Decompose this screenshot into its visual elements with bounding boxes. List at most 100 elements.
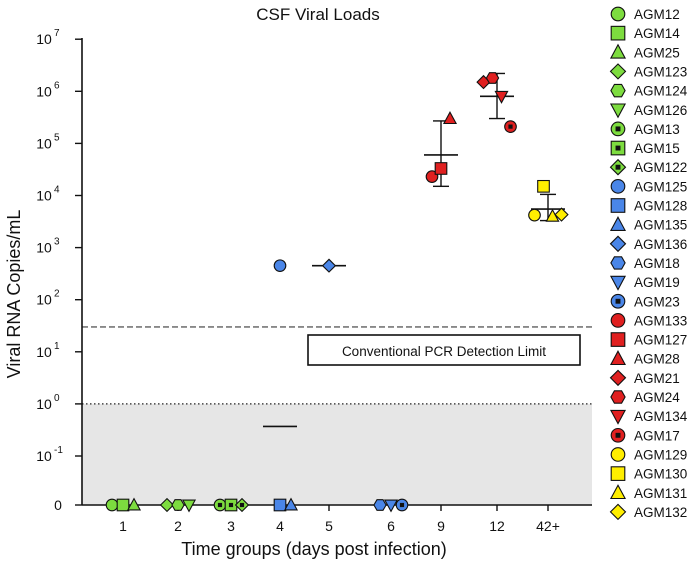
data-point-agm128 (273, 498, 287, 512)
legend-item-agm128: AGM128 (610, 198, 687, 214)
legend-marker (610, 179, 626, 194)
y-tick-exponent: 2 (54, 289, 60, 300)
legend-label: AGM127 (634, 333, 687, 348)
data-point-agm23 (395, 498, 409, 512)
legend-label: AGM125 (634, 179, 687, 194)
legend-item-agm28: AGM28 (609, 350, 680, 367)
y-tick-exponent: 6 (54, 80, 60, 91)
legend-item-agm14: AGM14 (610, 25, 680, 41)
legend-item-agm127: AGM127 (610, 332, 687, 348)
inner-dot (217, 502, 223, 508)
legend-marker (610, 313, 626, 328)
data-point-agm135 (283, 497, 299, 511)
legend-marker (610, 447, 626, 462)
x-axis-label: Time groups (days post infection) (181, 539, 446, 559)
legend-marker (610, 256, 626, 270)
marker-triangle-down (181, 499, 197, 513)
legend-label: AGM24 (634, 390, 680, 405)
legend-label: AGM25 (634, 45, 680, 60)
legend-item-agm134: AGM134 (609, 409, 688, 425)
legend-item-agm12: AGM12 (610, 6, 680, 22)
y-tick-label: 10 (36, 344, 52, 360)
legend-item-agm25: AGM25 (609, 43, 680, 60)
legend-marker (609, 216, 627, 231)
data-point-agm123 (159, 497, 175, 513)
marker-diamond (554, 207, 569, 222)
data-point-agm17 (504, 120, 517, 133)
legend-label: AGM124 (634, 84, 688, 99)
y-tick-label: 10 (36, 31, 52, 47)
legend-item-agm129: AGM129 (610, 447, 687, 462)
legend-item-agm135: AGM135 (609, 216, 687, 233)
marker-square (434, 162, 448, 175)
data-point-agm132 (554, 207, 569, 222)
legend-label: AGM128 (634, 199, 687, 214)
legend-marker (609, 103, 627, 119)
legend-item-agm136: AGM136 (609, 235, 687, 253)
legend-item-agm133: AGM133 (610, 313, 687, 328)
data-point-agm124 (171, 499, 185, 511)
legend-item-agm15: AGM15 (610, 140, 680, 156)
legend-item-agm131: AGM131 (609, 484, 687, 501)
legend-label: AGM28 (634, 352, 680, 367)
legend-item-agm21: AGM21 (609, 369, 680, 387)
legend-item-agm124: AGM124 (610, 84, 688, 99)
y-tick-exponent: 1 (54, 341, 60, 352)
inner-dot (508, 124, 513, 129)
data-point-agm24 (485, 72, 500, 84)
legend-item-agm13: AGM13 (610, 121, 680, 137)
marker-diamond (159, 497, 175, 513)
legend-item-agm126: AGM126 (609, 103, 687, 119)
y-tick-label: 10 (36, 396, 52, 412)
data-point-agm12 (105, 498, 119, 512)
legend-label: AGM18 (634, 256, 680, 271)
marker-triangle-up (126, 497, 142, 511)
legend-label: AGM135 (634, 218, 687, 233)
legend-label: AGM129 (634, 447, 687, 462)
legend-label: AGM126 (634, 103, 687, 118)
group-summary-9 (424, 120, 458, 188)
y-tick-label: 10 (36, 188, 52, 204)
data-point-agm25 (126, 497, 142, 511)
marker-hexagon (171, 499, 185, 511)
y-tick-label: 10 (36, 448, 52, 464)
legend-marker (610, 466, 626, 481)
legend-label: AGM123 (634, 64, 687, 79)
data-point-agm129 (528, 208, 541, 222)
marker-hexagon (373, 499, 387, 511)
x-tick-label: 6 (387, 518, 395, 534)
x-tick-label: 1 (119, 518, 127, 534)
y-tick-label: 10 (36, 292, 52, 308)
legend-label: AGM133 (634, 313, 687, 328)
y-tick-label: 0 (54, 497, 62, 513)
inner-dot (239, 502, 245, 508)
inner-dot (615, 145, 621, 151)
y-tick-exponent: 3 (54, 237, 60, 248)
legend-label: AGM17 (634, 428, 680, 443)
marker-triangle-up (442, 111, 458, 125)
legend-label: AGM122 (634, 160, 687, 175)
y-tick-exponent: 5 (54, 132, 60, 143)
legend-item-agm19: AGM19 (609, 275, 680, 291)
legend-label: AGM12 (634, 7, 680, 22)
chart-title: CSF Viral Loads (256, 5, 379, 24)
legend-marker (609, 350, 627, 366)
legend-item-agm123: AGM123 (609, 63, 687, 80)
legend-label: AGM23 (634, 294, 680, 309)
y-tick-exponent: 7 (54, 28, 60, 39)
legend-item-agm24: AGM24 (610, 390, 680, 405)
y-axis-label: Viral RNA Copies/mL (4, 210, 24, 379)
inner-dot (615, 298, 621, 304)
marker-square (537, 179, 550, 193)
y-tick-label: 10 (36, 135, 52, 151)
legend-marker (609, 409, 627, 425)
inner-dot (228, 502, 234, 508)
group-summary-12 (480, 72, 514, 120)
legend-marker (609, 369, 627, 387)
legend: AGM12 AGM14 AGM25 AGM123 AGM124 AGM126 AGM13 AG… (609, 6, 688, 521)
legend-marker (610, 332, 626, 347)
legend-marker (610, 25, 626, 41)
data-point-agm127 (434, 162, 448, 175)
legend-label: AGM132 (634, 505, 687, 520)
legend-label: AGM15 (634, 141, 680, 156)
